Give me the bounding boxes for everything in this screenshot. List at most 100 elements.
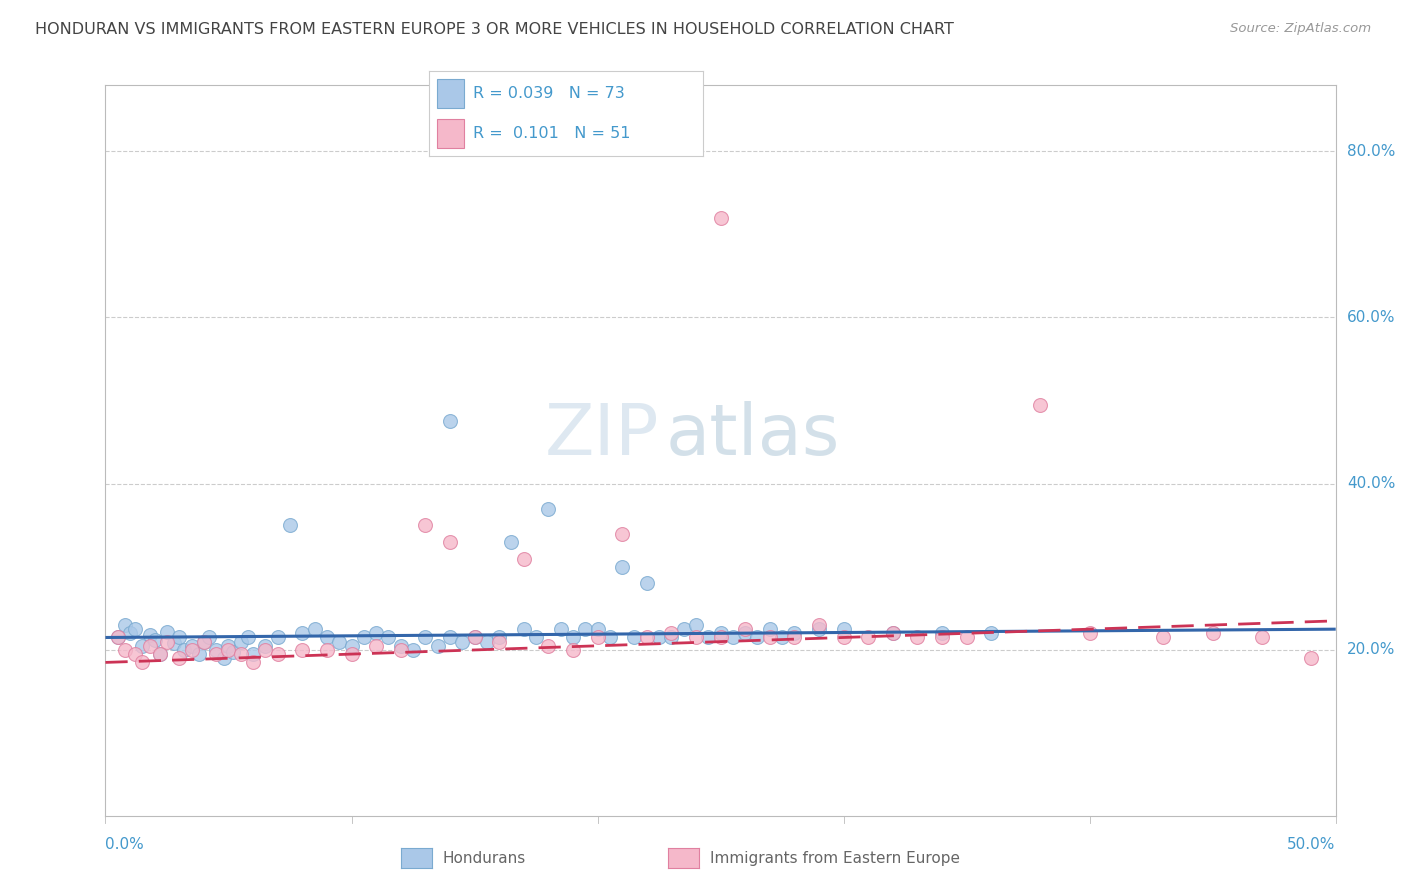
Point	[205, 643, 228, 657]
Point	[242, 647, 264, 661]
Text: 40.0%: 40.0%	[1347, 476, 1395, 491]
Point	[366, 626, 388, 640]
Point	[366, 639, 388, 653]
Point	[218, 639, 240, 653]
Point	[807, 622, 830, 636]
Point	[1301, 651, 1323, 665]
Point	[254, 643, 277, 657]
Point	[1202, 626, 1225, 640]
Point	[956, 631, 979, 645]
Point	[907, 631, 929, 645]
Point	[131, 639, 153, 653]
Point	[685, 618, 707, 632]
Point	[475, 634, 498, 648]
Point	[537, 501, 560, 516]
Point	[562, 631, 585, 645]
Point	[107, 631, 129, 645]
Point	[193, 634, 215, 648]
Text: 80.0%: 80.0%	[1347, 144, 1395, 159]
Point	[610, 526, 633, 541]
Point	[488, 631, 510, 645]
Point	[858, 631, 880, 645]
Text: 50.0%: 50.0%	[1288, 837, 1336, 852]
Point	[832, 631, 855, 645]
Text: Immigrants from Eastern Europe: Immigrants from Eastern Europe	[710, 851, 960, 865]
Point	[267, 631, 290, 645]
Point	[697, 631, 720, 645]
Point	[882, 626, 904, 640]
Point	[426, 639, 449, 653]
Point	[710, 211, 733, 225]
Point	[488, 634, 510, 648]
Point	[169, 651, 191, 665]
Point	[464, 631, 486, 645]
Point	[389, 639, 412, 653]
Point	[1251, 631, 1274, 645]
Point	[212, 651, 235, 665]
Point	[931, 631, 953, 645]
Point	[783, 626, 806, 640]
Point	[143, 632, 166, 647]
Point	[770, 631, 793, 645]
Point	[501, 535, 523, 549]
Text: Hondurans: Hondurans	[443, 851, 526, 865]
Point	[562, 643, 585, 657]
Point	[107, 631, 129, 645]
Point	[586, 631, 609, 645]
Point	[340, 639, 363, 653]
Point	[599, 631, 621, 645]
Point	[882, 626, 904, 640]
Point	[205, 647, 228, 661]
Text: 20.0%: 20.0%	[1347, 642, 1395, 657]
Point	[636, 631, 658, 645]
Point	[149, 647, 172, 661]
Point	[389, 643, 412, 657]
Point	[574, 622, 596, 636]
Point	[120, 626, 141, 640]
Point	[661, 626, 683, 640]
Point	[353, 631, 375, 645]
Bar	[437, 79, 464, 108]
Point	[524, 631, 547, 645]
Point	[267, 647, 290, 661]
Point	[278, 518, 301, 533]
Point	[832, 622, 855, 636]
Point	[124, 622, 146, 636]
Point	[734, 622, 756, 636]
Point	[340, 647, 363, 661]
Point	[156, 624, 179, 639]
Point	[156, 634, 179, 648]
Point	[759, 622, 782, 636]
Point	[173, 643, 195, 657]
Point	[451, 634, 474, 648]
Point	[661, 631, 683, 645]
Point	[537, 639, 560, 653]
Point	[513, 622, 536, 636]
Point	[586, 622, 609, 636]
Point	[291, 626, 314, 640]
Point	[464, 631, 486, 645]
Point	[513, 551, 536, 566]
Bar	[437, 119, 464, 147]
Point	[291, 643, 314, 657]
Text: ZIP: ZIP	[544, 401, 659, 470]
Point	[193, 634, 215, 648]
Point	[710, 626, 733, 640]
Point	[1029, 398, 1052, 412]
Point	[163, 636, 186, 650]
Point	[439, 535, 461, 549]
Point	[180, 639, 202, 653]
Point	[254, 639, 277, 653]
Point	[315, 643, 337, 657]
Point	[623, 631, 645, 645]
Point	[783, 631, 806, 645]
Point	[114, 643, 136, 657]
Point	[734, 626, 756, 640]
Point	[413, 518, 436, 533]
Point	[636, 576, 658, 591]
Point	[124, 647, 146, 661]
Point	[807, 618, 830, 632]
Point	[439, 414, 461, 428]
Text: R = 0.039   N = 73: R = 0.039 N = 73	[472, 86, 624, 101]
Text: 60.0%: 60.0%	[1347, 310, 1395, 325]
